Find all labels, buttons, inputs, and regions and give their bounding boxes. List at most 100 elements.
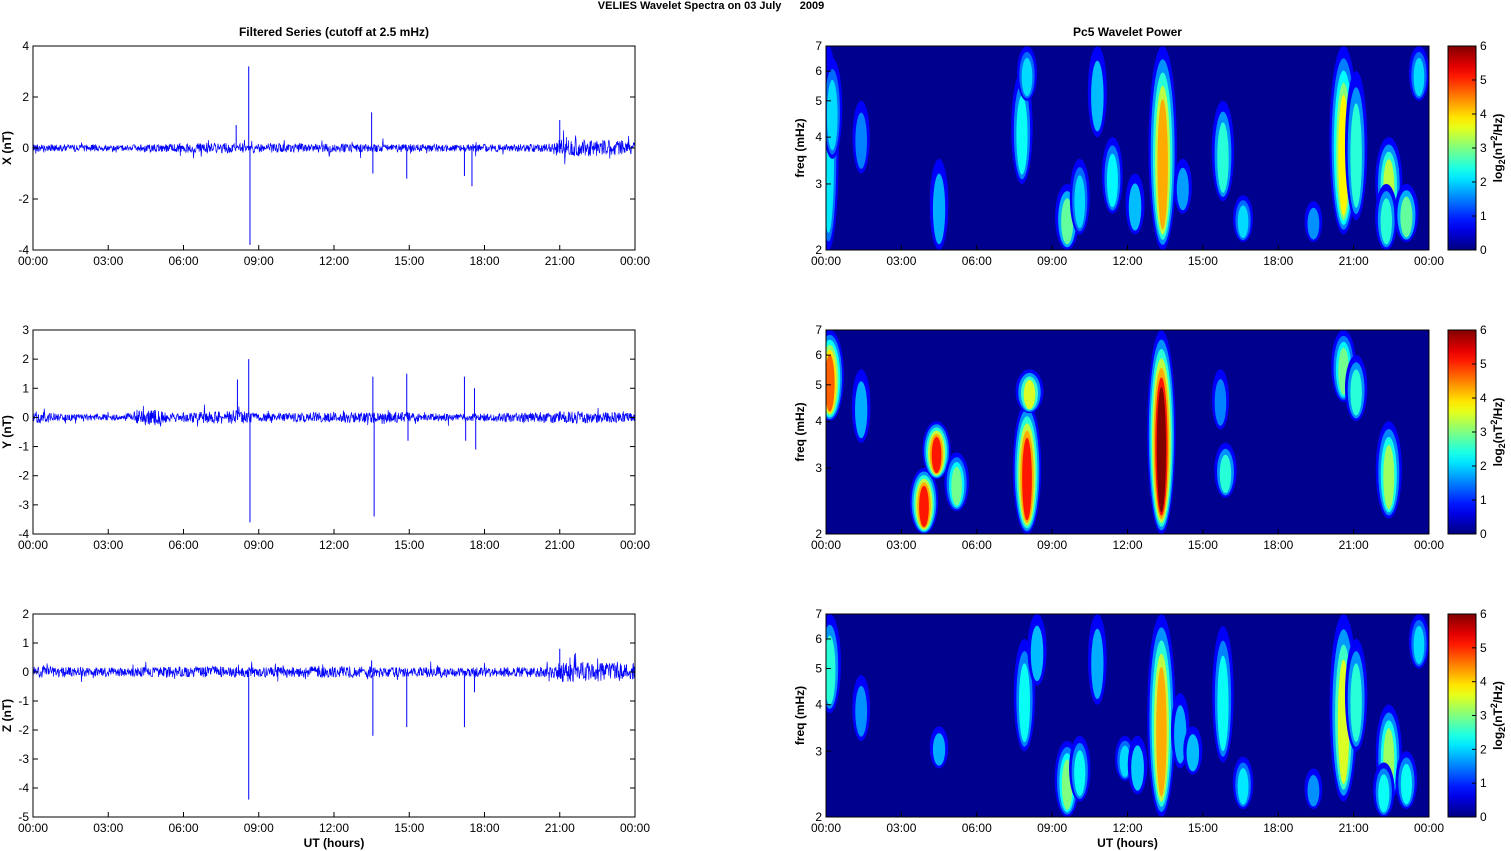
y-wavelet-colorbar-tick-label: 1: [1480, 493, 1487, 507]
z-series-ylabel: Z (nT): [0, 699, 14, 732]
z-series-xtick-label: 00:00: [620, 821, 650, 835]
y-wavelet-power-blob: [1156, 386, 1167, 513]
x-series-xtick-label: 03:00: [93, 254, 123, 268]
y-wavelet-power-features: [826, 330, 1402, 534]
z-wavelet-power-blob: [1237, 768, 1249, 805]
y-wavelet-colorbar-scale: [1447, 329, 1477, 535]
z-series-trace: [32, 653, 636, 683]
x-wavelet-ytick-label: 7: [815, 39, 822, 53]
y-series-plot-area: [33, 330, 635, 534]
x-wavelet-power-blob: [1307, 207, 1320, 240]
z-wavelet-ylabel: freq (mHz): [793, 686, 807, 745]
x-series-xtick-label: 18:00: [469, 254, 499, 268]
z-wavelet-ytick-label: 7: [815, 607, 822, 621]
z-series-ytick-label: 1: [22, 636, 29, 650]
y-wavelet-power-blob: [1214, 379, 1227, 426]
x-series-xtick-label: 15:00: [394, 254, 424, 268]
x-wavelet-power-blob: [826, 79, 838, 151]
y-wavelet-ytick-label: 3: [815, 461, 822, 475]
y-wavelet-xtick-label: 00:00: [811, 538, 841, 552]
z-wavelet-power-blob: [855, 685, 868, 737]
z-wavelet-power-blob: [1018, 663, 1031, 742]
z-wavelet-ytick-label: 2: [815, 810, 822, 824]
x-series-xtick-label: 00:00: [620, 254, 650, 268]
z-wavelet-power-blob: [1119, 745, 1131, 778]
y-series-xtick-label: 00:00: [18, 538, 48, 552]
z-series-panel: 2 1 0 -1 -2 -3 -4 -5 Z (nT): [0, 607, 636, 824]
x-wavelet-ylabel: freq (mHz): [793, 118, 807, 177]
x-wavelet-power-blob: [1380, 198, 1393, 245]
x-series-title: Filtered Series (cutoff at 2.5 mHz): [239, 25, 429, 39]
x-series-xtick-label: 21:00: [545, 254, 575, 268]
x-wavelet-power-features: [826, 46, 1429, 250]
z-series-xtick-label: 06:00: [168, 821, 198, 835]
z-wavelet-colorbar: 6 5 4 3 2 1 0 log2(nT2/Hz): [1447, 607, 1507, 824]
z-wavelet-colorbar-tick-label: 0: [1480, 810, 1487, 824]
x-wavelet-xtick-label: 15:00: [1188, 254, 1218, 268]
x-series-panel: 4 2 0 -2 -4 X (nT) Filtered Series (cutoff at …: [0, 25, 636, 257]
z-wavelet-xtick-label: 06:00: [962, 821, 992, 835]
y-wavelet-power-blob: [919, 485, 929, 528]
x-wavelet-power-blob: [1217, 122, 1229, 193]
x-wavelet-colorbar: 6 5 4 3 2 1 0 log2(nT2/Hz): [1447, 39, 1507, 257]
z-wavelet-plot-area: [826, 614, 1429, 817]
x-wavelet-xtick-label: 09:00: [1037, 254, 1067, 268]
z-wavelet-xtick-label: 09:00: [1037, 821, 1067, 835]
y-wavelet-colorbar-tick-label: 3: [1480, 425, 1487, 439]
z-series-xtick-label: 03:00: [93, 821, 123, 835]
z-wavelet-power-blob: [1400, 763, 1412, 805]
x-wavelet-power-blob: [1400, 196, 1413, 238]
x-wavelet-ytick-label: 4: [815, 130, 822, 144]
z-wavelet-power-blob: [1131, 745, 1144, 791]
y-series-xtick-label: 15:00: [394, 538, 424, 552]
y-series-xtick-label: 12:00: [319, 538, 349, 552]
x-wavelet-power-blob: [855, 112, 867, 169]
y-wavelet-power-blob: [1219, 454, 1232, 494]
z-wavelet-xlabel: UT (hours): [1097, 836, 1158, 850]
x-wavelet-colorbar-tick-label: 5: [1480, 73, 1487, 87]
x-series-ytick-label: -2: [18, 192, 29, 206]
z-wavelet-power-blob: [1378, 774, 1390, 813]
y-wavelet-xtick-label: 21:00: [1339, 538, 1369, 552]
y-series-xtick-label: 18:00: [469, 538, 499, 552]
z-wavelet-xtick-label: 12:00: [1112, 821, 1142, 835]
z-wavelet-xtick-label: 15:00: [1188, 821, 1218, 835]
y-series-ytick-label: -2: [18, 469, 29, 483]
z-series-ytick-label: -5: [18, 810, 29, 824]
z-wavelet-xtick-label: 21:00: [1339, 821, 1369, 835]
y-series-trace: [32, 404, 636, 427]
y-series-xtick-label: 00:00: [620, 538, 650, 552]
z-series-ytick-label: -1: [18, 694, 29, 708]
z-wavelet-xtick-label: 00:00: [811, 821, 841, 835]
y-wavelet-colorbar-tick-label: 5: [1480, 357, 1487, 371]
z-wavelet-power-features: [826, 614, 1429, 817]
x-wavelet-xtick-label: 06:00: [962, 254, 992, 268]
y-series-ylabel: Y (nT): [0, 415, 14, 449]
y-wavelet-colorbar-tick-label: 2: [1480, 459, 1487, 473]
x-wavelet-ytick-label: 2: [815, 243, 822, 257]
x-series-xtick-label: 06:00: [168, 254, 198, 268]
x-wavelet-xtick-label: 21:00: [1339, 254, 1369, 268]
x-wavelet-power-blob: [1091, 60, 1104, 132]
z-wavelet-colorbar-scale: [1447, 613, 1477, 818]
y-wavelet-power-blob: [855, 381, 868, 439]
z-wavelet-power-blob: [1030, 625, 1044, 682]
x-wavelet-ytick-label: 3: [815, 177, 822, 191]
x-wavelet-colorbar-tick-label: 1: [1480, 209, 1487, 223]
y-wavelet-xtick-label: 00:00: [1414, 538, 1444, 552]
x-series-ytick-label: 0: [22, 141, 29, 155]
z-wavelet-xtick-label: 18:00: [1263, 821, 1293, 835]
z-series-xtick-label: 12:00: [319, 821, 349, 835]
y-wavelet-xtick-label: 12:00: [1112, 538, 1142, 552]
x-wavelet-power-blob: [1128, 183, 1142, 231]
z-wavelet-colorbar-label: log2(nT2/Hz): [1489, 681, 1507, 750]
z-wavelet-power-blob: [1307, 774, 1320, 807]
z-wavelet-colorbar-tick-label: 6: [1480, 607, 1487, 621]
z-series-xtick-label: 18:00: [469, 821, 499, 835]
x-wavelet-xtick-label: 00:00: [1414, 254, 1444, 268]
z-wavelet-xtick-label: 00:00: [1414, 821, 1444, 835]
z-wavelet-power-blob: [1413, 625, 1425, 664]
y-wavelet-power-blob: [1023, 379, 1036, 410]
x-wavelet-power-blob: [1413, 57, 1425, 97]
y-series-xtick-label: 21:00: [545, 538, 575, 552]
